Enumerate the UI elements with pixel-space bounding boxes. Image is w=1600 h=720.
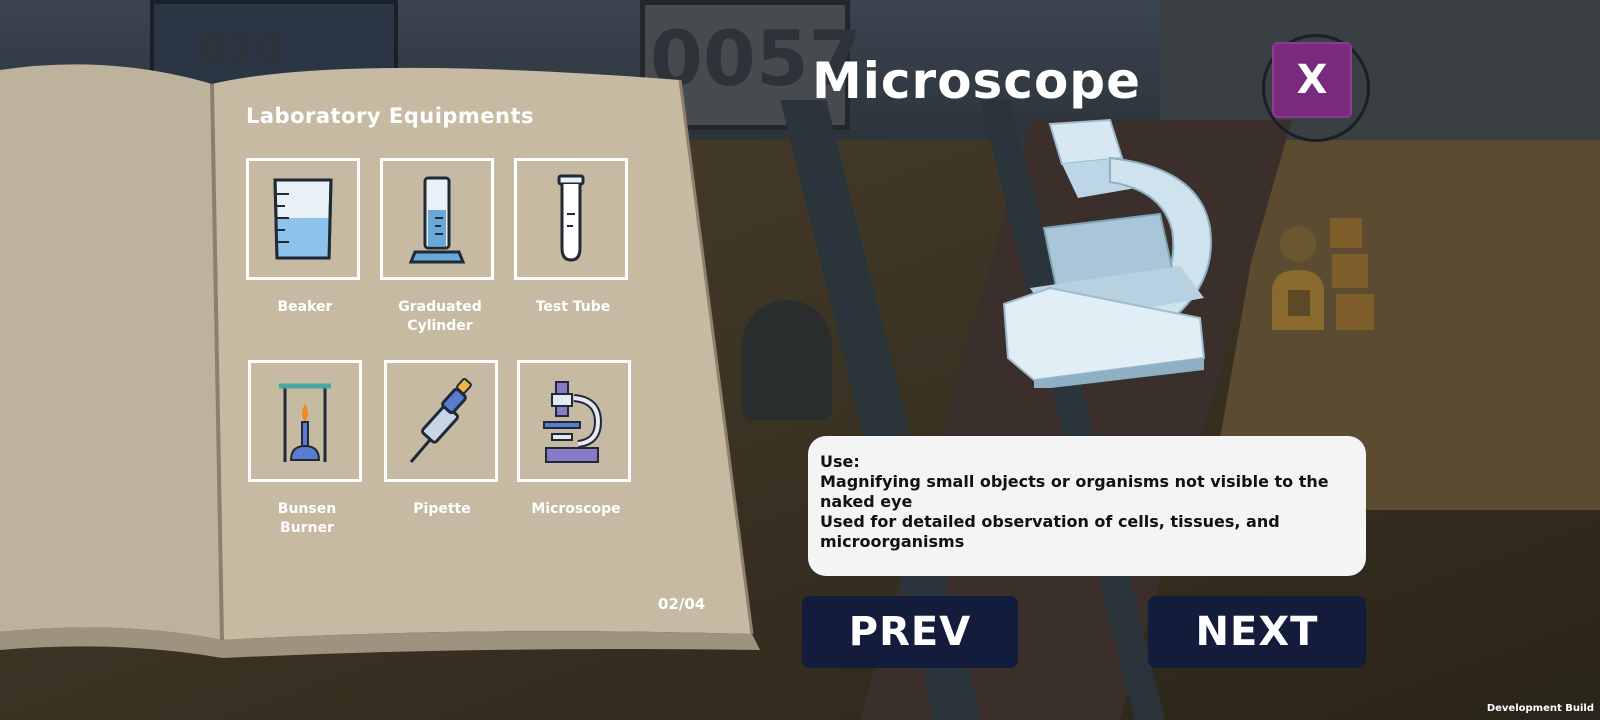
book-page-number: 02/04 <box>658 595 706 613</box>
equipment-tile-graduated-cylinder[interactable] <box>380 158 494 280</box>
microscope-3d-model[interactable] <box>990 118 1230 388</box>
background-score-middle: 0057 <box>650 14 862 103</box>
equipment-label-bunsen-burner: Bunsen Burner <box>277 501 337 536</box>
equipment-tile-pipette[interactable] <box>384 360 498 482</box>
test-tube-icon <box>557 174 585 262</box>
equipment-tile-microscope[interactable] <box>517 360 631 482</box>
close-button-ring <box>1262 34 1370 142</box>
use-line: Magnifying small objects or organisms no… <box>820 472 1329 511</box>
next-button[interactable]: NEXT <box>1148 596 1366 668</box>
book-pages <box>0 64 760 658</box>
equipment-label-pipette: Pipette <box>413 501 471 517</box>
prev-button[interactable]: PREV <box>802 596 1018 668</box>
book-title: Laboratory Equipments <box>246 104 535 128</box>
development-build-label: Development Build <box>1486 703 1594 714</box>
equipment-book <box>0 60 790 670</box>
bunsen-burner-icon <box>279 383 331 462</box>
student-character <box>742 300 832 420</box>
use-heading: Use: <box>820 452 860 471</box>
microscope-icon <box>543 381 603 463</box>
equipment-label-beaker: Beaker <box>277 299 333 315</box>
equipment-detail-title: Microscope <box>812 52 1141 110</box>
equipment-tile-bunsen-burner[interactable] <box>248 360 362 482</box>
background-score-left: 070 <box>200 26 284 72</box>
equipment-label-graduated-cylinder: Graduated Cylinder <box>398 299 482 334</box>
equipment-use-description: Use: Magnifying small objects or organis… <box>808 436 1366 576</box>
equipment-tile-test-tube[interactable] <box>514 158 628 280</box>
equipment-tile-beaker[interactable] <box>246 158 360 280</box>
pipette-icon <box>409 378 472 463</box>
close-button[interactable]: X <box>1272 42 1352 118</box>
graduated-cylinder-icon <box>408 176 466 264</box>
worker-with-boxes-icon <box>1272 218 1374 330</box>
equipment-label-test-tube: Test Tube <box>535 299 611 315</box>
use-line: Used for detailed observation of cells, … <box>820 512 1280 551</box>
equipment-label-microscope: Microscope <box>531 501 621 517</box>
beaker-icon <box>273 178 333 260</box>
